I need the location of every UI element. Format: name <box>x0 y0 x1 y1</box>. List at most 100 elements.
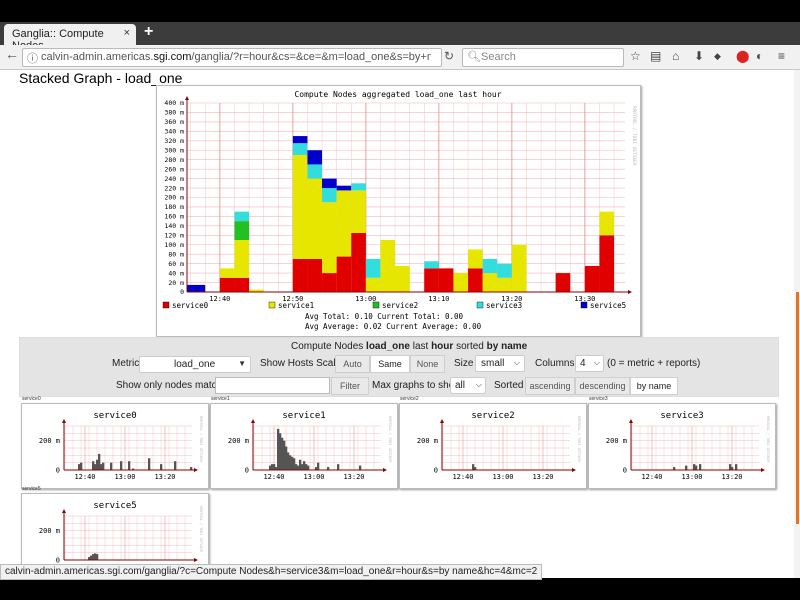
host-graph-service0[interactable]: service0 RRDTOOL / TOBI OETIKER 0 200 m 12:4… <box>21 403 209 489</box>
home-icon[interactable]: ⌂ <box>672 49 680 63</box>
host-graph-service3[interactable]: service3 RRDTOOL / TOBI OETIKER 0 200 m 12:4… <box>588 403 776 489</box>
close-tab-icon[interactable]: × <box>123 27 130 39</box>
reload-icon[interactable]: ↻ <box>444 49 455 63</box>
sort-ascending-button[interactable]: ascending <box>525 377 575 395</box>
x-axis-arrow <box>194 468 198 472</box>
metric-select[interactable]: load_one ▼ <box>139 356 251 373</box>
bar-segment-service5 <box>307 150 323 165</box>
x-tick-label: 13:20 <box>154 473 175 481</box>
data-bar <box>132 468 135 470</box>
bar-segment-service1 <box>351 190 366 233</box>
bar-segment-service1 <box>322 202 337 274</box>
legend-swatch-service1 <box>268 301 276 309</box>
y-tick-label: 20 m <box>168 279 184 287</box>
y-tick-label: 280 m <box>164 156 184 164</box>
controls-panel: Compute Nodes load_one last hour sorted … <box>19 337 779 397</box>
filter-button[interactable]: Filter <box>331 377 369 395</box>
host-caption: service3 <box>589 396 608 402</box>
menu-icon[interactable]: ≡ <box>778 49 786 63</box>
rrdtool-watermark: RRDTOOL / TOBI OETIKER <box>388 416 392 463</box>
search-input[interactable]: 🔍︎ Search <box>462 48 624 67</box>
y-tick-label: 0 <box>180 288 184 296</box>
data-bar <box>102 462 105 470</box>
scaled-same-button[interactable]: Same <box>370 355 410 373</box>
bar-segment-service1 <box>307 178 323 259</box>
x-tick-label: 13:20 <box>501 295 522 303</box>
x-tick-label: 12:40 <box>452 473 473 481</box>
stats-line-2: Avg Average: 0.02 Current Average: 0.00 <box>305 322 482 331</box>
host-graph-title: service5 <box>93 501 136 511</box>
scaled-auto-button[interactable]: Auto <box>335 355 370 373</box>
host-graph-title: service2 <box>471 411 514 421</box>
y-tick-label: 300 m <box>164 146 184 154</box>
bookmark-star-icon[interactable]: ☆ <box>630 49 641 63</box>
extension-globe-icon[interactable]: ◐ <box>756 49 764 63</box>
data-bar <box>474 467 477 470</box>
bar-segment-service0 <box>599 235 615 292</box>
sorted-label: Sorted <box>494 380 524 391</box>
bar-segment-service3 <box>497 263 512 278</box>
scaled-none-button[interactable]: None <box>410 355 445 373</box>
page-content: Stacked Graph - load_one Compute Nodes a… <box>0 70 800 578</box>
metric-label: Metric <box>112 358 140 369</box>
columns-label: Columns <box>535 358 575 369</box>
legend-label-service1: service1 <box>278 301 314 310</box>
url-bar[interactable]: ⓘ calvin-admin.americas.sgi.com/ganglia/… <box>22 48 442 67</box>
bar-segment-service3 <box>307 164 323 179</box>
data-bar <box>673 467 676 470</box>
scrollbar-thumb[interactable] <box>796 292 799 524</box>
bar-segment-service5 <box>322 178 337 189</box>
back-icon[interactable]: ← <box>5 46 19 62</box>
site-info-icon[interactable]: ⓘ <box>27 53 38 65</box>
new-tab-icon[interactable]: + <box>144 23 154 40</box>
bar-segment-service0 <box>336 256 352 292</box>
columns-select[interactable]: 4 ⌵ <box>575 355 604 372</box>
data-bar <box>100 464 103 470</box>
max-graphs-select[interactable]: all ⌵ <box>450 377 486 394</box>
bar-segment-service1 <box>482 273 498 292</box>
adblock-icon[interactable]: ⬤ <box>736 49 750 63</box>
y-tick-label: 320 m <box>164 137 184 145</box>
data-bar <box>277 428 280 470</box>
data-bar <box>287 452 290 470</box>
downloads-icon[interactable]: ⬇ <box>694 49 705 63</box>
y-tick-label: 240 m <box>164 175 184 183</box>
data-bar <box>285 446 288 470</box>
x-tick-label: 13:30 <box>574 295 595 303</box>
data-bar <box>289 455 292 470</box>
tab-ganglia[interactable]: Ganglia:: Compute Nodes × <box>4 24 136 52</box>
host-graph-service2[interactable]: service2 RRDTOOL / TOBI OETIKER 0 200 m 12:4… <box>399 403 587 489</box>
host-graph-service1[interactable]: service1 RRDTOOL / TOBI OETIKER 0 200 m 12:4… <box>210 403 398 489</box>
bar-segment-service0 <box>438 268 454 292</box>
y-axis-arrow <box>251 419 255 423</box>
size-select[interactable]: small ⌵ <box>475 355 525 372</box>
data-bar <box>337 464 340 470</box>
bar-segment-service0 <box>351 232 366 292</box>
y-tick-label: 400 m <box>164 99 184 107</box>
stacked-graph[interactable]: Compute Nodes aggregated load_one last h… <box>156 85 641 337</box>
legend-swatch-service0 <box>162 301 170 309</box>
extension-icon[interactable]: ◆ <box>714 51 721 61</box>
sort-descending-button[interactable]: descending <box>575 377 630 395</box>
legend-label-service3: service3 <box>486 301 522 310</box>
legend-label-service5: service5 <box>590 301 626 310</box>
data-bar <box>96 459 99 470</box>
bar-segment-service5 <box>187 284 206 292</box>
y-tick-label: 120 m <box>164 232 184 240</box>
legend-label-service0: service0 <box>172 301 209 310</box>
data-bar <box>92 461 95 470</box>
data-bar <box>299 459 302 470</box>
bar-segment-service3 <box>351 183 366 191</box>
reading-list-icon[interactable]: ▤ <box>650 49 662 63</box>
x-tick-label: 12:40 <box>209 295 230 303</box>
sort-by-name-button[interactable]: by name <box>630 377 678 395</box>
data-bar <box>699 464 702 470</box>
data-bar <box>685 465 688 470</box>
y-tick-label: 40 m <box>168 269 184 277</box>
data-bar <box>307 465 310 470</box>
node-filter-input[interactable] <box>215 377 330 394</box>
data-bar <box>735 464 738 470</box>
rrdtool-watermark: RRDTOOL / TOBI OETIKER <box>577 416 581 463</box>
data-bar <box>297 465 300 470</box>
